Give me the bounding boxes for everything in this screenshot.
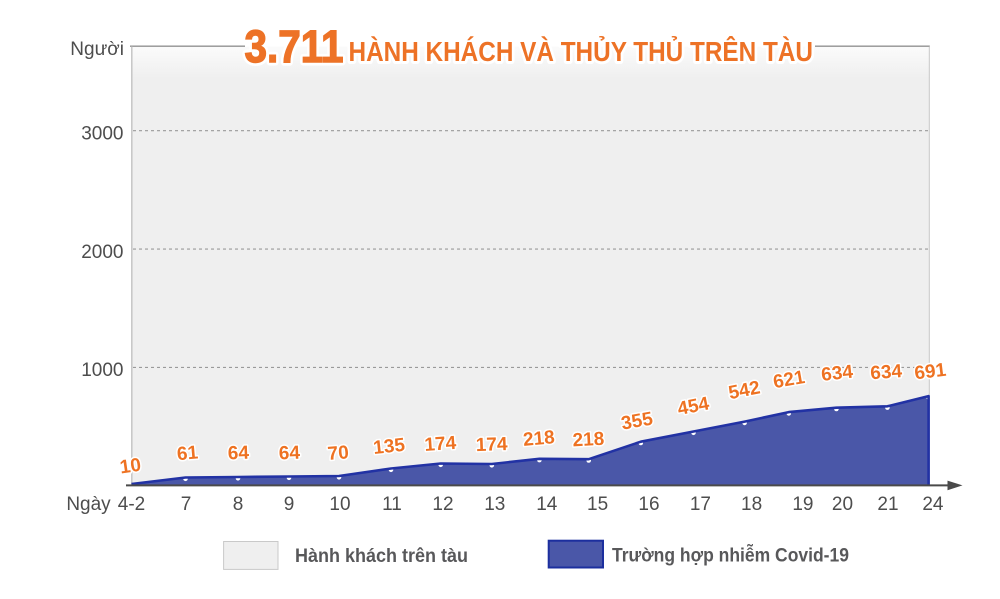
svg-text:174: 174 [424,433,458,456]
svg-text:3.711: 3.711 [245,21,344,72]
svg-text:10: 10 [329,494,350,515]
svg-text:9: 9 [284,494,295,515]
svg-text:454: 454 [676,393,712,420]
svg-text:19: 19 [792,494,813,515]
svg-text:2000: 2000 [81,242,123,263]
svg-text:61: 61 [176,442,199,465]
svg-text:13: 13 [484,494,505,515]
svg-text:7: 7 [181,494,192,515]
svg-text:HÀNH KHÁCH VÀ THỦY THỦ TRÊN TÀ: HÀNH KHÁCH VÀ THỦY THỦ TRÊN TÀU [349,35,814,67]
svg-text:3000: 3000 [81,123,123,144]
svg-text:10: 10 [119,455,143,479]
svg-text:20: 20 [832,494,853,515]
svg-text:HÀNH KHÁCH VÀ THỦY THỦ TRÊN TÀ: HÀNH KHÁCH VÀ THỦY THỦ TRÊN TÀU [349,35,814,67]
svg-text:Người: Người [70,39,124,60]
svg-text:64: 64 [278,443,300,465]
svg-text:174: 174 [475,434,508,456]
svg-text:Ngày: Ngày [66,494,111,515]
svg-text:15: 15 [587,494,608,515]
svg-text:8: 8 [233,494,244,515]
svg-text:3.711: 3.711 [245,21,344,72]
svg-text:4-2: 4-2 [118,494,145,515]
svg-text:634: 634 [870,361,904,384]
svg-text:64: 64 [227,443,249,465]
svg-text:21: 21 [877,494,898,515]
svg-text:691: 691 [913,360,947,385]
svg-text:17: 17 [690,494,711,515]
svg-text:218: 218 [572,429,605,452]
svg-text:24: 24 [922,494,944,515]
svg-text:1000: 1000 [81,360,123,381]
svg-text:14: 14 [536,494,558,515]
svg-text:634: 634 [820,362,854,386]
svg-text:70: 70 [327,442,350,465]
svg-text:12: 12 [432,494,453,515]
svg-text:18: 18 [741,494,762,515]
svg-text:11: 11 [382,494,402,515]
svg-text:135: 135 [372,435,406,459]
svg-text:Trường hợp nhiễm Covid-19: Trường hợp nhiễm Covid-19 [612,545,849,567]
svg-text:218: 218 [522,427,555,451]
svg-text:16: 16 [638,494,659,515]
svg-text:Hành khách trên tàu: Hành khách trên tàu [295,546,468,567]
